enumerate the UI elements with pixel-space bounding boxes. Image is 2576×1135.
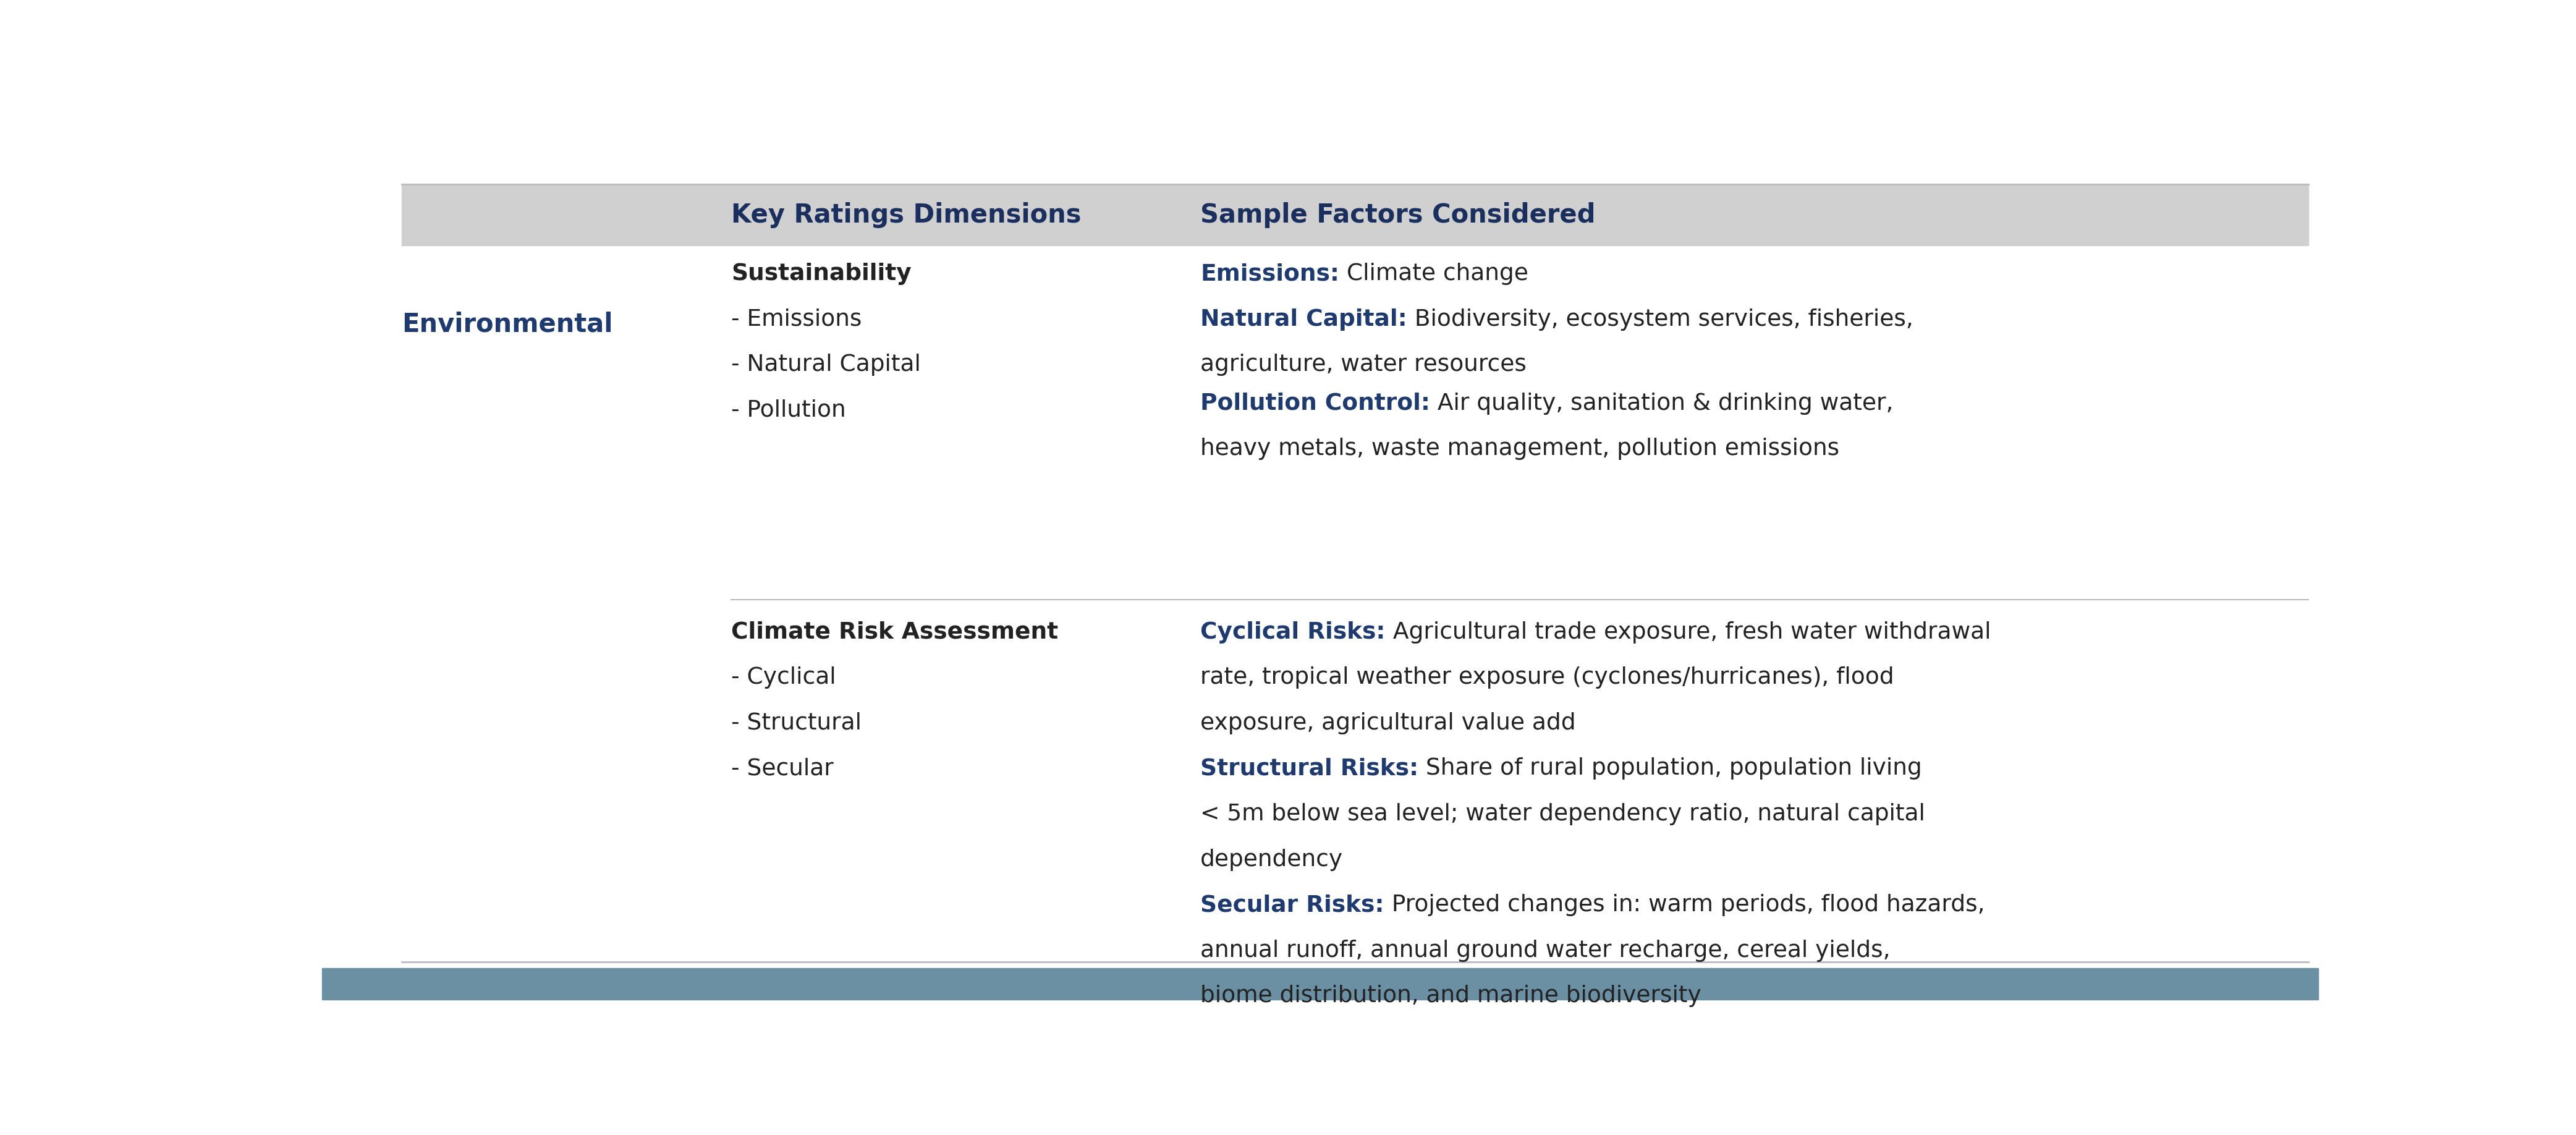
Text: - Cyclical: - Cyclical bbox=[732, 666, 837, 689]
Bar bbox=[322, 968, 2318, 1000]
Text: Projected changes in: warm periods, flood hazards,: Projected changes in: warm periods, floo… bbox=[1383, 894, 1984, 916]
Text: agriculture, water resources: agriculture, water resources bbox=[1200, 354, 1528, 376]
Text: - Emissions: - Emissions bbox=[732, 309, 863, 330]
Text: Sustainability: Sustainability bbox=[732, 263, 912, 285]
Text: Key Ratings Dimensions: Key Ratings Dimensions bbox=[732, 202, 1082, 228]
Text: heavy metals, waste management, pollution emissions: heavy metals, waste management, pollutio… bbox=[1200, 438, 1839, 460]
Text: < 5m below sea level; water dependency ratio, natural capital: < 5m below sea level; water dependency r… bbox=[1200, 804, 1924, 825]
Text: Share of rural population, population living: Share of rural population, population li… bbox=[1419, 757, 1922, 780]
Text: Natural Capital:: Natural Capital: bbox=[1200, 309, 1406, 330]
Text: Sample Factors Considered: Sample Factors Considered bbox=[1200, 202, 1595, 228]
Text: Emissions:: Emissions: bbox=[1200, 263, 1340, 285]
Text: Climate Risk Assessment: Climate Risk Assessment bbox=[732, 621, 1059, 644]
Text: Air quality, sanitation & drinking water,: Air quality, sanitation & drinking water… bbox=[1430, 393, 1893, 414]
Text: - Natural Capital: - Natural Capital bbox=[732, 354, 922, 376]
Bar bbox=[402, 184, 2308, 245]
Text: - Structural: - Structural bbox=[732, 712, 860, 734]
Text: Secular Risks:: Secular Risks: bbox=[1200, 894, 1383, 916]
Text: Pollution Control:: Pollution Control: bbox=[1200, 393, 1430, 414]
Text: Structural Risks:: Structural Risks: bbox=[1200, 757, 1419, 780]
Text: Environmental: Environmental bbox=[402, 311, 613, 337]
Text: biome distribution, and marine biodiversity: biome distribution, and marine biodivers… bbox=[1200, 985, 1703, 1007]
Text: annual runoff, annual ground water recharge, cereal yields,: annual runoff, annual ground water recha… bbox=[1200, 940, 1891, 961]
Text: - Pollution: - Pollution bbox=[732, 400, 845, 421]
Text: Biodiversity, ecosystem services, fisheries,: Biodiversity, ecosystem services, fisher… bbox=[1406, 309, 1914, 330]
Text: - Secular: - Secular bbox=[732, 757, 835, 780]
Text: rate, tropical weather exposure (cyclones/hurricanes), flood: rate, tropical weather exposure (cyclone… bbox=[1200, 666, 1893, 689]
Text: exposure, agricultural value add: exposure, agricultural value add bbox=[1200, 712, 1577, 734]
Text: dependency: dependency bbox=[1200, 849, 1342, 871]
Text: Climate change: Climate change bbox=[1340, 263, 1528, 285]
Text: Cyclical Risks:: Cyclical Risks: bbox=[1200, 621, 1386, 644]
Text: Agricultural trade exposure, fresh water withdrawal: Agricultural trade exposure, fresh water… bbox=[1386, 621, 1991, 644]
